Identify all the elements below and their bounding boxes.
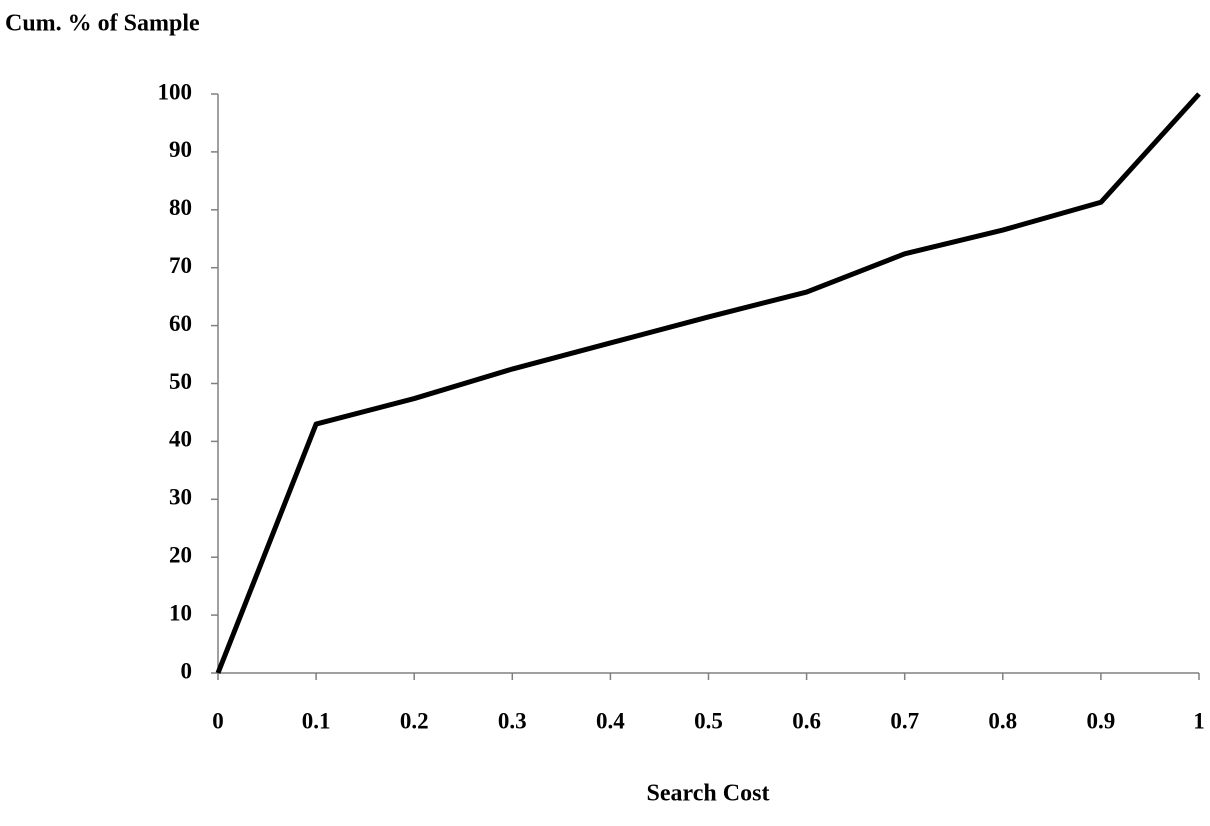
x-tick-label: 0.5 [694, 708, 723, 733]
y-tick-label: 40 [169, 427, 192, 452]
y-tick-label: 90 [169, 137, 192, 162]
x-tick-label: 0.8 [988, 708, 1017, 733]
y-tick-label: 20 [169, 542, 192, 567]
x-tick-label: 0 [212, 708, 224, 733]
y-tick-label: 60 [169, 311, 192, 336]
y-tick-label: 100 [158, 79, 193, 104]
x-tick-label: 0.2 [400, 708, 429, 733]
y-tick-label: 0 [181, 658, 193, 683]
x-tick-label: 1 [1193, 708, 1205, 733]
y-tick-label: 10 [169, 600, 192, 625]
y-tick-label: 70 [169, 253, 192, 278]
y-tick-label: 30 [169, 485, 192, 510]
x-tick-label: 0.3 [498, 708, 527, 733]
y-tick-label: 50 [169, 369, 192, 394]
data-line [215, 92, 1201, 674]
y-tick-label: 80 [169, 195, 192, 220]
x-tick-label: 0.7 [890, 708, 919, 733]
x-tick-label: 0.9 [1087, 708, 1116, 733]
x-tick-label: 0.1 [302, 708, 331, 733]
x-tick-label: 0.6 [792, 708, 821, 733]
x-axis-title: Search Cost [647, 781, 770, 807]
y-axis-title: Cum. % of Sample [5, 11, 200, 37]
x-tick-label: 0.4 [596, 708, 625, 733]
